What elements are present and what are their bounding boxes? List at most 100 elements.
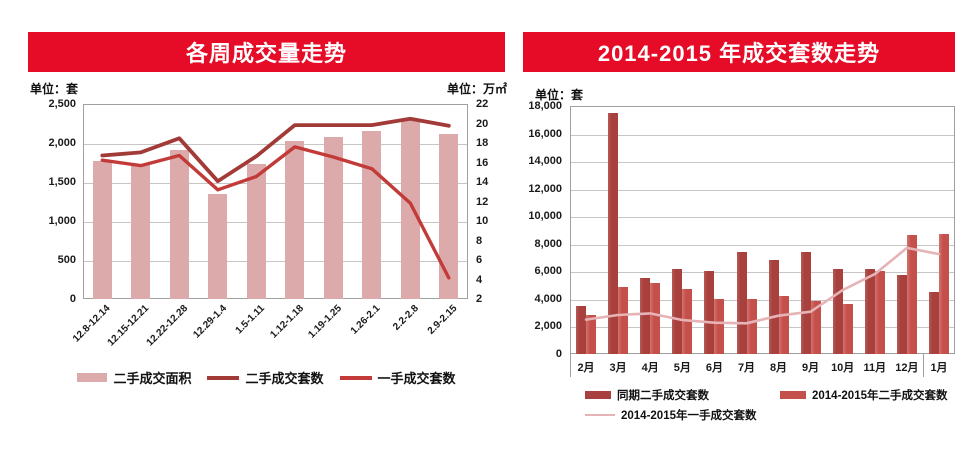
bar-second-hand-area <box>169 149 189 299</box>
bar-second-hand-area <box>439 134 459 299</box>
bar-2014-2015-second-hand <box>714 298 725 354</box>
left-chart-secondary-y-tick-label: 16 <box>476 156 489 169</box>
grid-line <box>571 299 954 301</box>
bar-2014-2015-second-hand <box>778 296 789 354</box>
right-chart-y-tick-label: 14,000 <box>528 155 562 168</box>
bar-2014-2015-second-hand <box>586 314 596 354</box>
left-chart-legend: 二手成交面积 二手成交套数 一手成交套数 <box>28 368 505 387</box>
left-chart-x-tick-label: 1.12-1.18 <box>267 303 306 341</box>
left-chart-lines <box>100 116 451 280</box>
right-chart-x-tick-label: 7月 <box>737 362 756 374</box>
left-chart-secondary-y-tick-label: 12 <box>476 195 489 208</box>
left-chart-title: 各周成交量走势 <box>185 41 347 66</box>
left-chart-secondary-y-tick-label: 10 <box>476 215 489 227</box>
left-chart-y-tick-label: 2,000 <box>48 137 76 149</box>
left-chart-secondary-y-tick-label: 2 <box>476 293 483 305</box>
year-divider <box>922 354 924 377</box>
right-chart-y-tick-label: 12,000 <box>528 182 562 195</box>
legend-line-swatch <box>585 414 615 416</box>
right-chart-title: 2014-2015 年成交套数走势 <box>597 41 881 66</box>
right-chart-title-banner: 2014-2015 年成交套数走势 <box>523 32 955 72</box>
legend-line-swatch <box>207 375 240 380</box>
left-chart-secondary-y-tick-label: 20 <box>476 117 489 130</box>
right-chart-x-tick-label: 1月 <box>930 362 948 374</box>
left-chart-x-tick-label: 1.26-2.1 <box>348 303 383 337</box>
left-chart-x-tick-label: 2.2-2.8 <box>391 303 422 333</box>
right-chart-x-tick-label: 4月 <box>641 362 659 374</box>
line-2014-2015-first-hand <box>584 246 941 325</box>
grid-line <box>84 261 467 262</box>
legend-item: 2014-2015年二手成交套数 <box>780 387 948 403</box>
bar-same-period-second-hand <box>576 305 586 354</box>
bar-same-period-second-hand <box>640 278 651 354</box>
right-chart-x-tick-label: 6月 <box>705 362 723 374</box>
line-second-hand-units <box>100 116 451 184</box>
left-chart-right-axis-unit-label: 单位：万㎡ <box>446 82 507 96</box>
right-chart-y-tick-label: 16,000 <box>528 127 562 140</box>
right-chart-x-tick-label: 11月 <box>863 362 887 374</box>
left-chart-x-tick-label: 2.9-2.15 <box>425 303 460 337</box>
legend-label: 二手成交套数 <box>245 371 324 386</box>
bar-same-period-second-hand <box>896 274 907 354</box>
left-chart-secondary-y-tick-label: 22 <box>476 98 489 110</box>
left-chart-left-axis-unit-label: 单位：套 <box>30 82 79 96</box>
right-chart-x-tick-label: 5月 <box>673 362 691 374</box>
axis-divider <box>570 354 571 377</box>
grid-line <box>571 272 954 274</box>
left-chart-secondary-y-tick-label: 8 <box>476 234 483 247</box>
left-chart-secondary-y-tick-label: 14 <box>476 176 489 188</box>
right-chart-y-tick-label: 2,000 <box>534 320 562 333</box>
bar-second-hand-area <box>323 137 343 299</box>
left-chart-y-tick-label: 1,000 <box>48 215 76 227</box>
right-chart-x-tick-label: 2月 <box>577 362 595 374</box>
right-chart-y-tick-label: 6,000 <box>534 265 562 278</box>
right-chart-y-tick-label: 0 <box>555 348 562 360</box>
left-chart-x-tick-label: 12.29-1.4 <box>190 303 229 341</box>
legend-label: 同期二手成交套数 <box>617 390 709 402</box>
left-chart-y-tick-label: 500 <box>57 254 76 266</box>
bar-second-hand-area <box>208 193 228 299</box>
right-chart-y-tick-label: 10,000 <box>528 210 562 223</box>
bar-second-hand-area <box>131 165 151 299</box>
left-chart-secondary-y-tick-label: 6 <box>476 254 483 266</box>
bar-same-period-second-hand <box>929 292 939 354</box>
left-chart-x-tick-label: 12.22-12.28 <box>144 303 191 349</box>
legend-bar-swatch <box>780 391 806 399</box>
right-chart-x-tick-label: 3月 <box>609 362 627 374</box>
grid-line <box>571 217 954 219</box>
grid-line <box>571 327 954 329</box>
bar-2014-2015-second-hand <box>746 298 757 354</box>
line-first-hand-units <box>100 145 451 280</box>
bar-same-period-second-hand <box>736 252 747 354</box>
right-chart-x-tick-label: 12月 <box>895 362 919 374</box>
right-chart-y-tick-label: 4,000 <box>534 292 562 305</box>
legend-line-swatch <box>339 375 372 380</box>
left-chart-secondary-y-tick-label: 4 <box>476 273 483 286</box>
grid-line <box>571 244 954 246</box>
grid-line <box>571 162 954 164</box>
bar-2014-2015-second-hand <box>842 303 853 354</box>
grid-line <box>84 183 467 184</box>
legend-label: 2014-2015年一手成交套数 <box>621 410 757 422</box>
legend-label: 一手成交套数 <box>377 371 456 386</box>
bar-second-hand-area <box>246 163 266 299</box>
bar-same-period-second-hand <box>608 112 619 354</box>
right-chart-line <box>584 246 941 325</box>
right-chart-axis-unit-label: 单位：套 <box>535 88 584 102</box>
right-chart-y-tick-label: 8,000 <box>534 237 562 250</box>
left-chart-x-tick-label: 1.5-1.11 <box>233 303 268 337</box>
bar-2014-2015-second-hand <box>906 234 917 354</box>
bar-same-period-second-hand <box>864 268 875 354</box>
bar-same-period-second-hand <box>832 268 843 354</box>
bar-2014-2015-second-hand <box>650 282 661 354</box>
left-chart-y-tick-label: 0 <box>69 293 76 305</box>
right-chart-x-tick-label: 8月 <box>769 362 788 374</box>
legend-bar-swatch <box>77 373 108 382</box>
bar-second-hand-area <box>400 118 420 299</box>
left-chart-y-tick-label: 1,500 <box>48 176 76 188</box>
bar-2014-2015-second-hand <box>810 301 821 354</box>
legend-item: 同期二手成交套数 <box>585 387 709 403</box>
legend-item: 二手成交面积 <box>77 368 191 387</box>
bar-same-period-second-hand <box>800 252 811 354</box>
